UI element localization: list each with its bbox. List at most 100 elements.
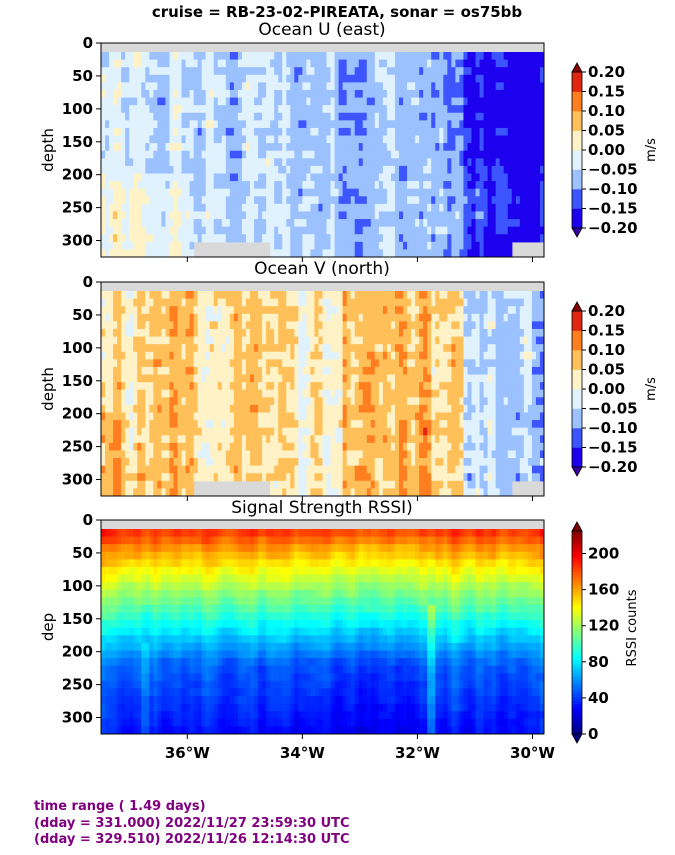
heatmap-cell xyxy=(338,196,344,205)
heatmap-cell xyxy=(121,181,126,190)
heatmap-cell xyxy=(382,219,388,228)
heatmap-cell xyxy=(197,158,203,167)
heatmap-cell xyxy=(133,173,138,182)
heatmap-cell xyxy=(258,188,263,197)
heatmap-cell xyxy=(121,442,126,452)
heatmap-cell xyxy=(374,374,380,383)
heatmap-cell xyxy=(169,488,175,496)
heatmap-cell xyxy=(475,165,481,175)
heatmap-cell xyxy=(153,473,158,482)
heatmap-cell xyxy=(145,211,150,220)
heatmap-cell xyxy=(326,488,332,496)
heatmap-cell xyxy=(399,165,404,175)
heatmap-cell xyxy=(193,336,199,345)
heatmap-cell xyxy=(330,165,336,175)
heatmap-cell xyxy=(407,150,412,159)
heatmap-cell xyxy=(370,427,376,436)
heatmap-cell xyxy=(245,181,251,190)
heatmap-cell xyxy=(354,112,360,121)
heatmap-cell xyxy=(459,112,465,121)
heatmap-cell xyxy=(137,465,142,474)
heatmap-cell xyxy=(511,59,517,68)
heatmap-cell xyxy=(245,196,251,205)
heatmap-cell xyxy=(310,59,316,68)
heatmap-cell xyxy=(527,158,533,167)
heatmap-cell xyxy=(378,219,384,228)
heatmap-cell xyxy=(258,226,263,235)
heatmap-cell xyxy=(294,135,299,144)
heatmap-cell xyxy=(254,344,259,353)
heatmap-cell xyxy=(225,120,231,129)
heatmap-cell xyxy=(378,150,384,159)
heatmap-cell xyxy=(491,241,497,250)
heatmap-cell xyxy=(125,359,130,368)
heatmap-cell xyxy=(185,173,191,182)
heatmap-cell xyxy=(314,427,320,436)
heatmap-cell xyxy=(290,120,295,129)
heatmap-cell xyxy=(157,74,163,83)
heatmap-cell xyxy=(250,143,255,152)
heatmap-cell xyxy=(338,397,344,406)
heatmap-cell xyxy=(173,291,179,300)
heatmap-cell xyxy=(362,249,368,257)
heatmap-cell xyxy=(503,127,509,137)
heatmap-cell xyxy=(278,344,283,353)
heatmap-cell xyxy=(431,219,436,228)
heatmap-cell xyxy=(149,52,154,61)
heatmap-cell xyxy=(209,181,215,190)
heatmap-cell xyxy=(334,366,340,376)
heatmap-cell xyxy=(245,234,251,243)
heatmap-cell xyxy=(169,249,175,257)
heatmap-cell xyxy=(189,412,195,421)
heatmap-cell xyxy=(241,188,247,197)
heatmap-cell xyxy=(209,321,215,330)
heatmap-cell xyxy=(519,120,525,129)
heatmap-cell xyxy=(233,181,239,190)
heatmap-cell xyxy=(101,435,106,444)
heatmap-cell xyxy=(362,328,368,338)
heatmap-cell xyxy=(306,412,312,421)
heatmap-cell xyxy=(173,321,179,330)
heatmap-cell xyxy=(531,120,537,129)
heatmap-cell xyxy=(326,291,332,300)
heatmap-cell xyxy=(157,336,163,345)
heatmap-cell xyxy=(310,143,316,152)
heatmap-cell xyxy=(390,359,396,368)
heatmap-cell xyxy=(374,89,380,99)
heatmap-cell xyxy=(419,127,424,137)
heatmap-cell xyxy=(350,59,356,68)
heatmap-cell xyxy=(185,480,191,489)
heatmap-cell xyxy=(346,374,352,383)
heatmap-cell xyxy=(334,344,340,353)
heatmap-cell xyxy=(451,150,456,159)
heatmap-cell xyxy=(334,82,340,91)
heatmap-cell xyxy=(278,382,283,391)
heatmap-cell xyxy=(322,181,328,190)
heatmap-cell xyxy=(306,344,312,353)
heatmap-cell xyxy=(254,298,259,307)
heatmap-cell xyxy=(507,52,513,61)
heatmap-cell xyxy=(330,397,336,406)
heatmap-cell xyxy=(270,226,275,235)
heatmap-cell xyxy=(443,52,448,61)
heatmap-cell xyxy=(499,181,505,190)
heatmap-cell xyxy=(366,366,372,376)
heatmap-cell xyxy=(294,420,299,429)
heatmap-cell xyxy=(302,219,307,228)
heatmap-cell xyxy=(185,196,191,205)
heatmap-cell xyxy=(306,374,312,383)
heatmap-cell xyxy=(523,112,529,121)
heatmap-cell xyxy=(129,135,134,144)
heatmap-cell xyxy=(511,158,517,167)
heatmap-cell xyxy=(141,52,146,61)
heatmap-cell xyxy=(390,389,396,398)
heatmap-cell xyxy=(306,112,312,121)
heatmap-cell xyxy=(322,374,328,383)
heatmap-cell xyxy=(217,52,223,61)
heatmap-cell xyxy=(358,450,364,459)
heatmap-cell xyxy=(278,196,283,205)
heatmap-cell xyxy=(443,89,448,99)
heatmap-cell xyxy=(407,241,412,250)
heatmap-cell xyxy=(181,359,187,368)
heatmap-cell xyxy=(173,442,179,452)
